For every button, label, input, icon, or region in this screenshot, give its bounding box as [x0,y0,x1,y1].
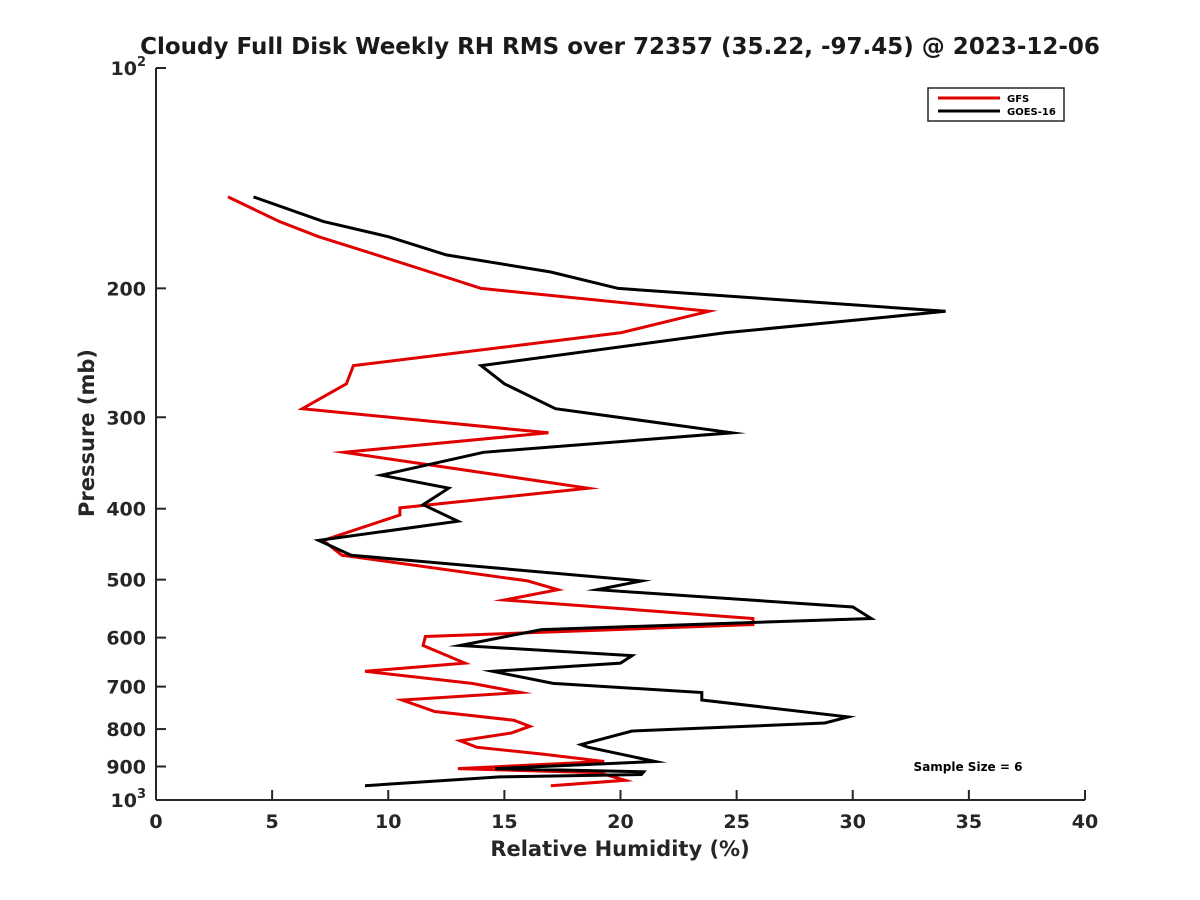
series-line-gfs [227,195,755,788]
x-tick-label: 35 [956,811,982,833]
legend-label: GOES-16 [1007,107,1056,118]
series-line-goes-16 [253,195,946,788]
y-tick-label-base: 10 [111,58,137,80]
legend-label: GFS [1007,94,1029,105]
x-axis-label: Relative Humidity (%) [490,837,749,861]
legend-box [927,87,1065,122]
y-tick-label-base: 10 [111,790,137,812]
axes: 0 5 10 15 20 25 30 35 40102200300400500600700800… [106,55,1098,833]
legend: GFS GOES-16 [927,87,1065,122]
y-tick-label: 200 [106,278,146,300]
y-tick-label-exponent: 2 [137,55,146,70]
y-tick-label: 103 [111,787,147,812]
y-tick-label-exponent: 3 [137,787,146,802]
y-tick-label: 700 [106,677,146,699]
y-tick-label: 500 [106,570,146,592]
x-tick-label: 20 [607,811,633,833]
y-tick-label: 800 [106,719,146,741]
x-tick-label: 30 [840,811,866,833]
x-tick-label: 40 [1072,811,1098,833]
y-tick-label: 300 [106,407,146,429]
x-tick-label: 0 [149,811,162,833]
chart-title: Cloudy Full Disk Weekly RH RMS over 7235… [140,34,1100,60]
x-tick-label: 10 [375,811,401,833]
y-axis-label: Pressure (mb) [75,349,99,517]
series-layer [227,195,946,788]
x-tick-label: 5 [266,811,279,833]
x-tick-label: 15 [491,811,517,833]
y-tick-label: 900 [106,757,146,779]
x-tick-label: 25 [723,811,749,833]
y-tick-label: 400 [106,499,146,521]
sample-size-annotation: Sample Size = 6 [914,760,1023,774]
y-tick-label: 600 [106,628,146,650]
y-tick-label: 102 [111,55,147,80]
